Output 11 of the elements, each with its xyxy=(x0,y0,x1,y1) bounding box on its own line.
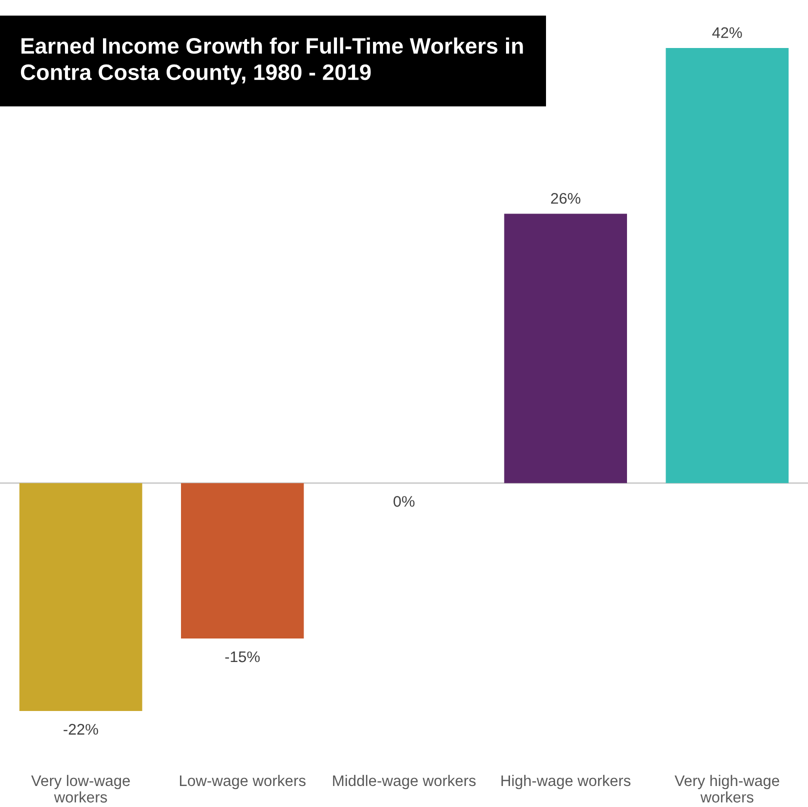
data-label: 26% xyxy=(551,192,580,204)
data-label: -15% xyxy=(225,651,260,662)
x-tick-label: High-wage workers xyxy=(501,774,630,790)
x-tick-label: Middle-wage workers xyxy=(333,774,476,790)
data-label: 42% xyxy=(712,27,742,38)
chart-title: Earned Income Growth for Full-Time Workers in Contra Costa County, 1980 - 2019 xyxy=(20,37,523,85)
x-tick-label: Low-wage workers xyxy=(180,774,306,790)
x-tick-label: Very low-wage workers xyxy=(31,774,130,803)
x-tick-label: Very high-wage workers xyxy=(674,774,780,803)
data-label: -22% xyxy=(64,724,98,735)
data-label: 0% xyxy=(394,496,414,507)
